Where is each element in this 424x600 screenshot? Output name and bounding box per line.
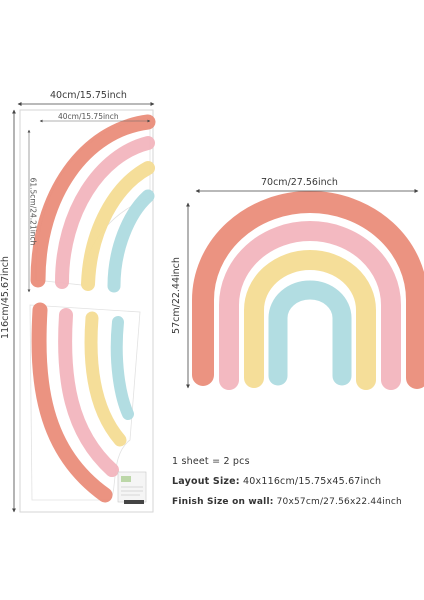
finish-size-value: 70x57cm/27.56x22.44inch xyxy=(276,497,402,507)
assembled-rainbow xyxy=(192,191,424,390)
product-label-thumbnail xyxy=(117,471,147,504)
assembled-width-label: 70cm/27.56inch xyxy=(261,177,338,188)
left-inner-height-label: 61.5cm/24.21inch xyxy=(28,177,38,246)
left-width-label: 40cm/15.75inch xyxy=(50,90,127,101)
layout-size-key: Layout Size: xyxy=(172,476,240,487)
sheets-text: 1 sheet = 2 pcs xyxy=(172,456,250,467)
layout-size-info: Layout Size: 40x116cm/15.75x45.67inch xyxy=(172,476,381,487)
left-rainbow-top-piece xyxy=(30,114,156,293)
finish-size-key: Finish Size on wall: xyxy=(172,497,274,507)
left-rainbow-bottom-piece xyxy=(29,302,141,503)
finish-size-info: Finish Size on wall: 70x57cm/27.56x22.44… xyxy=(172,497,402,507)
left-inner-width-label: 40cm/15.75inch xyxy=(58,112,119,121)
layout-size-value: 40x116cm/15.75x45.67inch xyxy=(243,476,382,487)
sheets-info: 1 sheet = 2 pcs xyxy=(172,456,250,467)
assembled-height-label: 57cm/22.44inch xyxy=(170,257,182,334)
left-height-label: 116cm/45.67inch xyxy=(0,256,11,339)
